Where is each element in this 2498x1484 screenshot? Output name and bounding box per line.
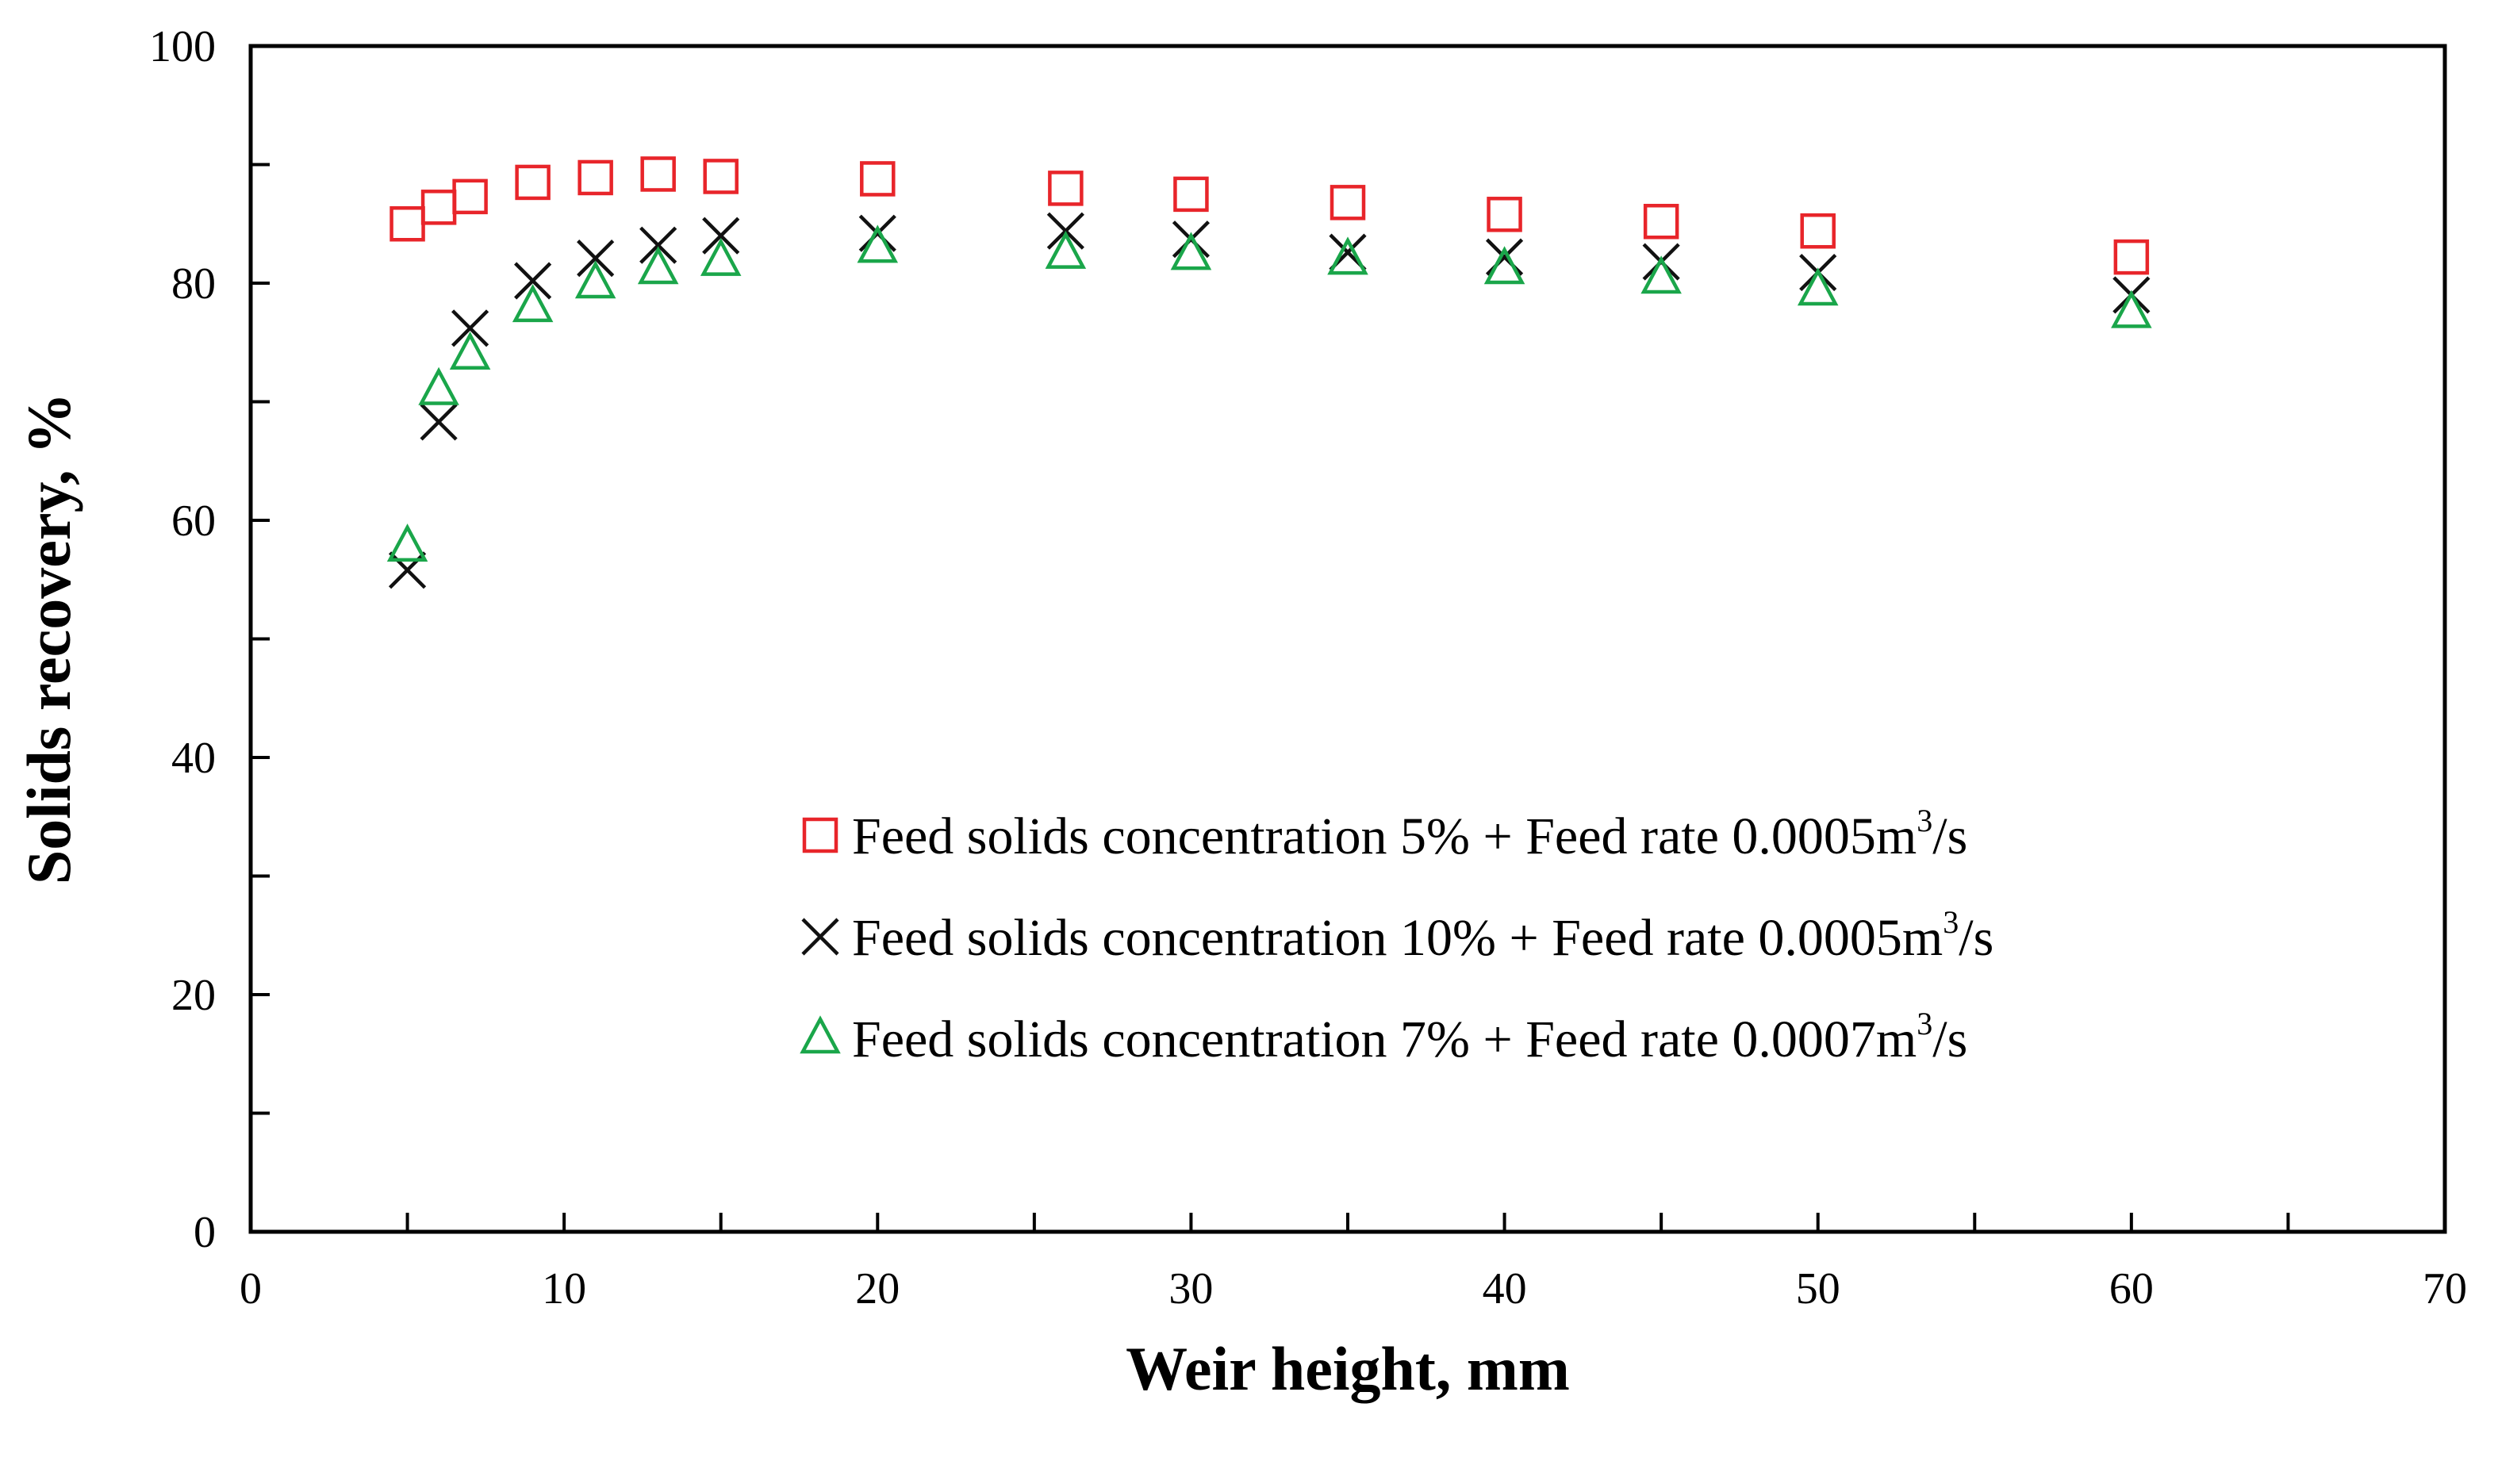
- data-point: [1483, 246, 1525, 285]
- data-point: [1643, 204, 1679, 240]
- data-point: [418, 366, 459, 405]
- x-tick-label: 0: [240, 1264, 262, 1313]
- data-point: [2113, 239, 2150, 275]
- legend-marker-1: [802, 817, 838, 853]
- legend-marker-2: [801, 918, 839, 956]
- data-point: [515, 164, 551, 201]
- data-point: [514, 262, 552, 300]
- x-tick-label: 50: [1796, 1264, 1840, 1313]
- data-point: [858, 214, 896, 252]
- data-point: [1170, 232, 1212, 270]
- data-point: [388, 551, 427, 589]
- data-point: [640, 156, 676, 192]
- data-point: [1048, 171, 1084, 206]
- plot-area-frame: [248, 44, 2447, 1234]
- legend-label-3: Feed solids concentration 7% + Feed rate…: [852, 1006, 1967, 1068]
- x-axis-title: Weir height, mm: [1126, 1334, 1570, 1403]
- legend-label-2: Feed solids concentration 10% + Feed rat…: [852, 904, 1993, 967]
- data-point: [577, 240, 615, 278]
- data-point: [637, 246, 679, 285]
- x-tick-label: 40: [1483, 1264, 1527, 1313]
- data-point: [386, 523, 428, 562]
- y-tick-label: 100: [149, 22, 216, 71]
- data-point: [577, 159, 613, 196]
- x-tick-label: 30: [1168, 1264, 1213, 1313]
- data-point: [700, 237, 742, 276]
- data-point: [703, 159, 739, 194]
- data-point: [702, 217, 740, 255]
- data-point: [857, 224, 899, 263]
- data-point: [2111, 290, 2152, 328]
- data-point: [452, 178, 488, 215]
- x-tick-label: 70: [2423, 1264, 2467, 1313]
- data-point: [1173, 176, 1209, 213]
- y-axis-title: Solids recovery, %: [14, 393, 83, 884]
- axis-ticks: [249, 44, 2446, 1233]
- y-tick-label: 20: [171, 971, 216, 1020]
- series-1-points: [389, 156, 2150, 275]
- y-tick-label: 60: [171, 497, 216, 546]
- data-point: [1045, 230, 1087, 269]
- data-point: [389, 206, 425, 242]
- y-tick-label: 40: [171, 734, 216, 783]
- data-point: [1487, 197, 1522, 232]
- x-tick-label: 20: [855, 1264, 900, 1313]
- series-3-points: [386, 224, 2152, 562]
- data-point: [512, 284, 554, 323]
- y-tick-label: 80: [171, 259, 216, 309]
- data-point: [449, 331, 491, 370]
- series-2-points: [388, 212, 2151, 589]
- tick-labels: 0 10 20 30 40 50 60 70 0 20 40 60 80 100: [149, 22, 2467, 1313]
- legend-marker-3: [800, 1015, 841, 1054]
- y-tick-label: 0: [194, 1208, 216, 1257]
- data-point: [1330, 185, 1366, 220]
- data-point: [420, 403, 458, 441]
- legend-label-1: Feed solids concentration 5% + Feed rate…: [852, 803, 1967, 865]
- x-tick-label: 60: [2109, 1264, 2154, 1313]
- data-point: [639, 226, 677, 264]
- legend: Feed solids concentration 5% + Feed rate…: [800, 803, 1993, 1068]
- data-point: [420, 190, 457, 225]
- data-point: [451, 309, 489, 347]
- data-point: [1327, 236, 1368, 275]
- data-point: [1800, 213, 1836, 249]
- data-point: [1797, 267, 1839, 306]
- data-marks: [386, 156, 2152, 589]
- data-point: [1640, 255, 1682, 294]
- data-point: [574, 260, 616, 299]
- x-tick-label: 10: [542, 1264, 586, 1313]
- data-point: [860, 161, 896, 197]
